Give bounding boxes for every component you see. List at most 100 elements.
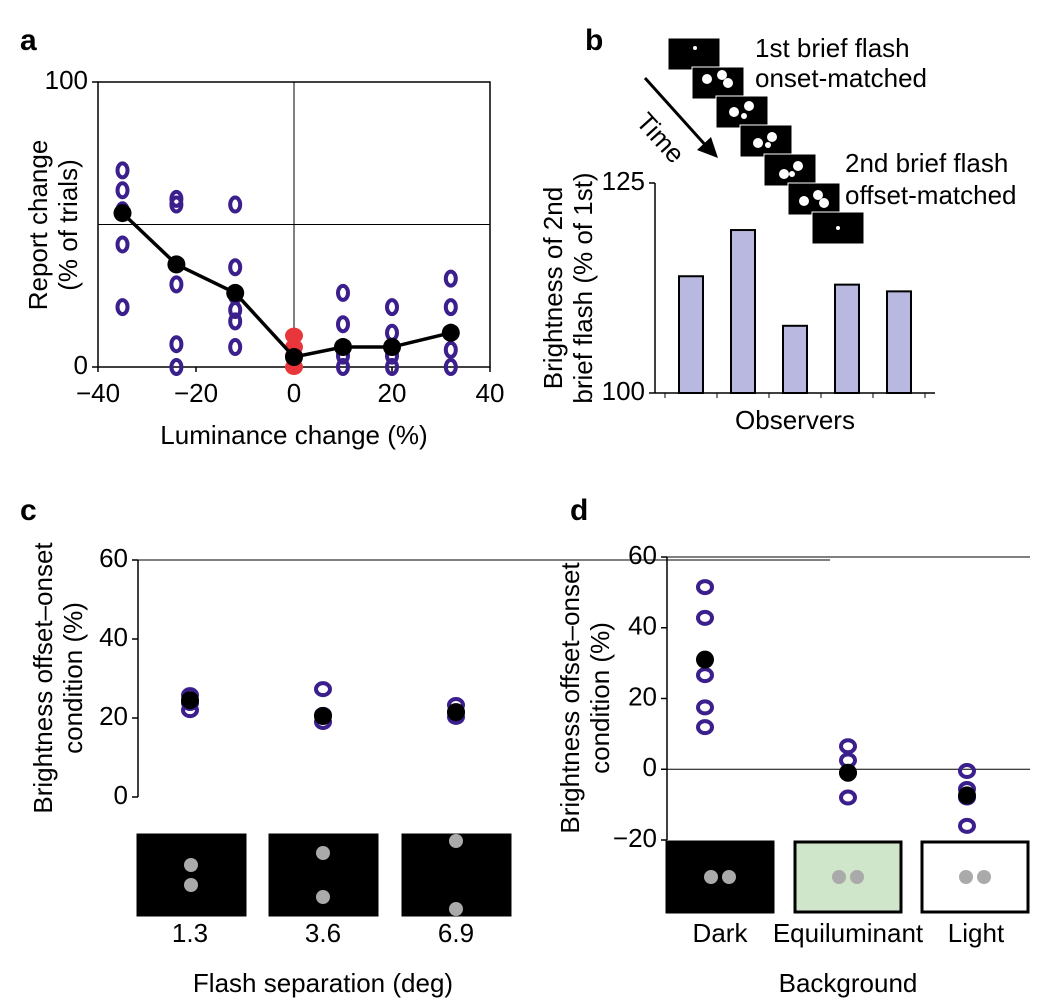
- observer-point: [169, 275, 184, 294]
- bar: [782, 324, 808, 394]
- flash-dot: [693, 46, 697, 50]
- mean-point: [285, 348, 303, 367]
- flash-frame: [763, 153, 817, 187]
- mean-point: [958, 786, 976, 805]
- observer-point: [443, 340, 458, 359]
- x-tick-label: 20: [378, 378, 407, 408]
- y-tick-label: 0: [74, 350, 88, 380]
- bar: [886, 290, 912, 394]
- y-tick-label: 60: [99, 543, 128, 573]
- observer-point: [115, 235, 130, 254]
- y-axis-label: Brightness offset–onset: [555, 562, 585, 834]
- y-axis-label: Brightness offset–onset: [28, 542, 58, 814]
- observer-point: [314, 681, 332, 698]
- y-tick-label: 20: [628, 681, 657, 711]
- annotation: offset-matched: [845, 180, 1017, 210]
- y-tick-label: −20: [613, 823, 657, 853]
- observer-point: [336, 283, 350, 302]
- y-tick-label: 0: [643, 752, 657, 782]
- observer-point: [696, 609, 714, 626]
- flash-dot: [836, 226, 840, 230]
- observer-point: [115, 181, 130, 200]
- flash-dot: [819, 198, 829, 208]
- flash-dot: [723, 78, 733, 88]
- mean-point: [113, 204, 132, 223]
- x-tick-label: 3.6: [305, 918, 341, 948]
- x-tick-label: −40: [76, 378, 120, 408]
- observer-point: [169, 358, 184, 376]
- mean-point: [441, 323, 460, 342]
- y-tick-label: 60: [628, 540, 657, 570]
- flash-frame: [715, 95, 769, 129]
- y-tick-label: 20: [99, 701, 128, 731]
- stimulus-dot: [449, 834, 463, 848]
- y-tick-label: 100: [602, 376, 645, 406]
- observer-point: [385, 323, 399, 342]
- flash-frame: [667, 37, 721, 71]
- panel-label: c: [20, 494, 37, 527]
- flash-dot: [793, 161, 803, 171]
- observer-point: [443, 298, 458, 317]
- observer-point: [228, 258, 243, 277]
- x-tick-label: 1.3: [172, 918, 208, 948]
- x-tick-label: Equiluminant: [773, 918, 924, 948]
- stimulus-background: [136, 833, 247, 917]
- y-axis-label: condition (%): [585, 622, 615, 774]
- x-axis-label: Luminance change (%): [160, 420, 427, 450]
- x-axis-label: Observers: [735, 405, 855, 435]
- observer-point: [228, 312, 243, 331]
- observer-point: [336, 315, 350, 334]
- stimulus-dot: [449, 902, 463, 916]
- x-tick-label: 0: [287, 378, 301, 408]
- flash-dot: [767, 132, 777, 142]
- y-tick-label: 40: [628, 611, 657, 641]
- observer-point: [696, 699, 714, 716]
- time-arrow: [643, 76, 710, 150]
- observer-point: [839, 789, 857, 806]
- x-tick-label: 40: [476, 378, 505, 408]
- y-axis-label: (% of trials): [53, 159, 83, 290]
- y-tick-label: 40: [99, 622, 128, 652]
- flash-dot: [702, 74, 712, 84]
- observer-point: [443, 358, 458, 376]
- bar: [834, 283, 860, 395]
- stimulus-dot: [959, 870, 973, 884]
- stimulus-dot: [316, 846, 330, 860]
- flash-frame: [739, 124, 793, 158]
- mean-point: [181, 691, 199, 710]
- annotation: onset-matched: [755, 63, 927, 93]
- observer-point: [385, 298, 399, 317]
- mean-point: [226, 283, 245, 302]
- observer-point: [958, 817, 976, 834]
- stimulus-dot: [316, 890, 330, 904]
- observer-point: [443, 269, 458, 288]
- flash-dot: [813, 190, 823, 200]
- y-tick-label: 0: [114, 780, 128, 810]
- x-tick-label: −20: [174, 378, 218, 408]
- x-axis-label: Flash separation (deg): [193, 968, 453, 998]
- stimulus-dot: [704, 870, 718, 884]
- y-axis-label: Report change: [23, 140, 53, 311]
- stimulus-dot: [184, 878, 198, 892]
- flash-dot: [744, 101, 754, 111]
- y-tick-label: 100: [45, 65, 88, 95]
- flash-dot: [717, 70, 727, 80]
- observer-point: [169, 335, 184, 354]
- mean-point: [167, 255, 186, 274]
- flash-dot: [765, 142, 771, 148]
- observer-point: [115, 161, 130, 180]
- flash-dot: [729, 107, 739, 117]
- stimulus-background: [793, 840, 903, 914]
- bar: [678, 275, 704, 394]
- observer-point: [696, 667, 714, 684]
- x-axis-label: Background: [779, 968, 918, 998]
- bar: [730, 229, 756, 394]
- observer-point: [839, 738, 857, 755]
- panel-label: b: [585, 24, 603, 57]
- mean-point: [383, 338, 401, 357]
- observer-point: [696, 719, 714, 736]
- mean-point: [314, 707, 332, 726]
- y-axis-label: brief flash (% of 1st): [568, 172, 598, 403]
